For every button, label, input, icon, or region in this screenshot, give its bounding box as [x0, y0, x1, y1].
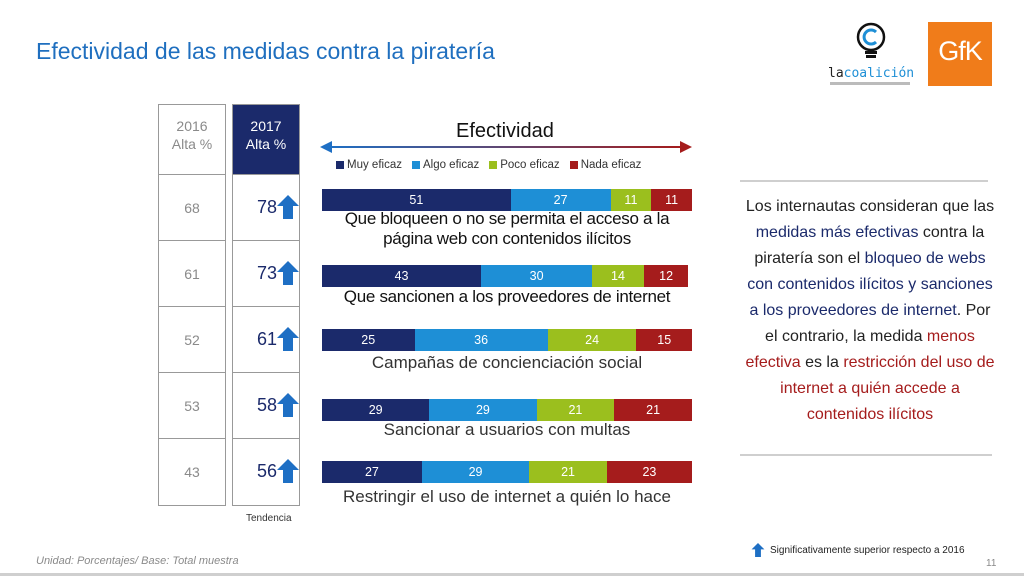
summary-part: es la	[800, 354, 844, 371]
category-label: Restringir el uso de internet a quién lo…	[343, 487, 671, 506]
bar-row: 25 36 24 15	[322, 329, 692, 351]
value-2017: 73	[257, 263, 278, 283]
up-arrow-icon	[277, 393, 299, 417]
bar-segment: 27	[510, 189, 611, 211]
legend-item: Nada eficaz	[569, 159, 642, 171]
bar-segment: 12	[643, 265, 689, 287]
legend-swatch	[569, 161, 578, 169]
row-2017: 73	[233, 241, 299, 307]
bar-segment: 14	[592, 265, 644, 287]
summary-highlight-red: menos efectiva	[745, 328, 975, 371]
bar-segment: 21	[536, 399, 615, 421]
bar-row: 51 27 11 11	[322, 189, 692, 211]
lacoalicion-logo: lacoalición	[820, 22, 920, 92]
logo-text-pre: la	[828, 66, 844, 81]
lightbulb-icon	[856, 22, 886, 58]
row-2017: 58	[233, 373, 299, 439]
category-label: Sancionar a usuarios con multas	[383, 420, 631, 439]
summary-part: Los internautas consideran que las	[745, 198, 995, 215]
bar-segment: 11	[651, 189, 692, 211]
bar-segment: 25	[322, 329, 415, 351]
bar-segment: 24	[547, 329, 637, 351]
legend-label: Poco eficaz	[500, 159, 560, 171]
column-2016: 2016 Alta % 68 61 52 53 43	[158, 104, 226, 506]
header-2017: 2017 Alta %	[233, 105, 299, 175]
value-2016: 53	[159, 373, 225, 439]
up-arrow-icon	[277, 195, 299, 219]
up-arrow-icon	[277, 261, 299, 285]
bar-segment: 29	[322, 399, 430, 421]
up-arrow-icon	[277, 459, 299, 483]
tendencia-label: Tendencia	[246, 513, 292, 524]
category-label: Campañas de concienciación social	[371, 353, 643, 372]
legend-swatch	[489, 161, 498, 169]
value-2016: 61	[159, 241, 225, 307]
bar-segment: 11	[610, 189, 652, 211]
summary-part: contra la piratería son el	[754, 224, 985, 267]
bar-segment: 36	[414, 329, 548, 351]
logo-tagline-line	[830, 82, 910, 85]
bar-segment: 43	[322, 265, 482, 287]
page-title: Efectividad de las medidas contra la pir…	[36, 38, 495, 64]
significance-text: Significativamente superior respecto a 2…	[770, 544, 965, 556]
header-2016-year: 2016	[176, 118, 208, 134]
chart-legend: Muy eficaz Algo eficaz Poco eficaz Nada efi…	[336, 159, 651, 172]
footer-divider	[0, 573, 1024, 576]
summary-highlight: medidas más efectivas	[755, 224, 919, 241]
side-divider-top	[740, 180, 988, 182]
legend-item: Poco eficaz	[489, 159, 560, 171]
value-2017: 56	[257, 461, 278, 481]
header-2017-sub: Alta %	[245, 136, 287, 152]
gfk-logo: GfK	[928, 22, 992, 86]
header-2016-sub: Alta %	[171, 136, 213, 152]
row-2017: 61	[233, 307, 299, 373]
significance-note: Significativamente superior respecto a 2…	[750, 543, 965, 557]
legend-label: Muy eficaz	[347, 159, 402, 171]
bar-segment: 51	[322, 189, 511, 211]
legend-swatch	[336, 161, 344, 169]
effectiveness-arrow	[320, 141, 692, 153]
value-2016: 52	[159, 307, 225, 373]
bar-segment: 15	[636, 329, 692, 351]
bar-row: 29 29 21 21	[322, 399, 692, 421]
bar-segment: 23	[606, 461, 692, 483]
gfk-logo-wordmark: GfK	[938, 36, 983, 66]
legend-swatch	[411, 161, 420, 169]
value-2017: 78	[257, 197, 278, 217]
up-arrow-icon	[751, 543, 765, 557]
header-2016: 2016 Alta %	[159, 105, 225, 175]
value-2016: 68	[159, 175, 225, 241]
value-2017: 58	[257, 395, 278, 415]
logo-text-main: coalición	[843, 66, 915, 81]
unit-note: Unidad: Porcentajes/ Base: Total muestra	[36, 555, 239, 567]
side-divider-bottom	[740, 454, 992, 456]
legend-item: Muy eficaz	[336, 159, 402, 171]
bar-segment: 29	[429, 399, 537, 421]
row-2017: 56	[233, 439, 299, 505]
bar-segment: 30	[481, 265, 593, 287]
bar-row: 27 29 21 23	[322, 461, 692, 483]
value-2016: 43	[184, 464, 200, 480]
summary-highlight-red: restricción del uso de internet a quién …	[780, 354, 995, 423]
legend-label: Nada eficaz	[580, 159, 642, 171]
summary-text: Los internautas consideran que las medid…	[742, 194, 998, 428]
up-arrow-icon	[277, 327, 299, 351]
header-2017-year: 2017	[250, 118, 282, 134]
bar-row: 43 30 14 12	[322, 265, 692, 287]
bar-segment: 27	[322, 461, 422, 483]
summary-part: . Por el contrario, la medida	[765, 302, 991, 345]
row-2017: 78	[233, 175, 299, 241]
bar-segment: 29	[421, 461, 530, 483]
legend-item: Algo eficaz	[411, 159, 480, 171]
legend-label: Algo eficaz	[422, 159, 480, 171]
column-2017: 2017 Alta % 78 73 61 58 56	[232, 104, 300, 506]
bar-segment: 21	[529, 461, 607, 483]
category-label: Que bloqueen o no se permita el acceso a…	[344, 209, 670, 248]
effectiveness-label: Efectividad	[456, 120, 554, 142]
category-label: Que sancionen a los proveedores de inter…	[343, 287, 671, 306]
summary-highlight: bloqueo de webs con contenidos ilícitos …	[747, 250, 993, 319]
bar-segment: 21	[614, 399, 692, 421]
page-number: 11	[986, 558, 997, 569]
value-2017: 61	[257, 329, 278, 349]
